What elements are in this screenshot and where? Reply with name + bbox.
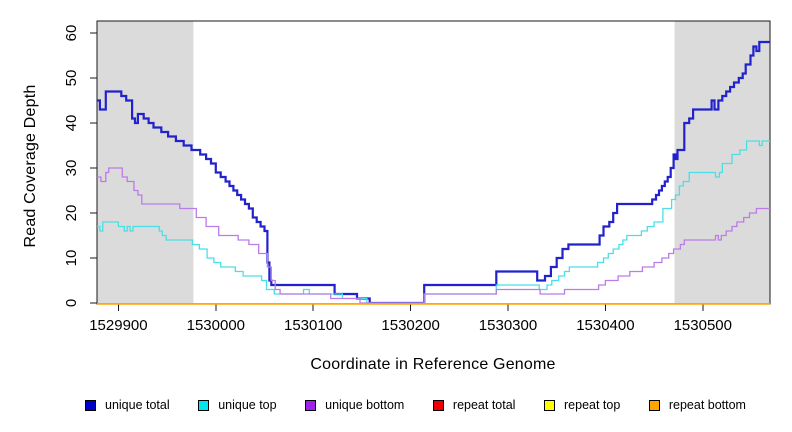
series-path-unique-bottom bbox=[97, 167, 770, 304]
x-tick-label: 1530000 bbox=[187, 317, 245, 334]
legend-swatch-unique-total bbox=[85, 399, 96, 411]
series-path-unique-total bbox=[97, 40, 770, 305]
legend-label: repeat total bbox=[452, 398, 516, 412]
legend-swatch-repeat-top bbox=[544, 399, 555, 411]
legend-swatch-unique-top bbox=[198, 399, 210, 411]
x-tick-label: 1530100 bbox=[284, 317, 342, 334]
y-tick-label: 30 bbox=[63, 160, 80, 177]
y-tick-label: 0 bbox=[63, 299, 80, 307]
legend-item-unique-total: unique total bbox=[85, 398, 170, 412]
shaded-region bbox=[674, 21, 770, 304]
legend-label: unique bottom bbox=[325, 398, 405, 412]
x-tick-label: 1530500 bbox=[674, 317, 732, 334]
legend-swatch-repeat-bottom bbox=[648, 399, 660, 411]
x-axis-title: Coordinate in Reference Genome bbox=[310, 356, 556, 373]
y-tick-label: 20 bbox=[63, 205, 80, 222]
legend-item-unique-bottom: unique bottom bbox=[305, 398, 404, 412]
legend-label: repeat bottom bbox=[668, 398, 746, 412]
legend-swatch-repeat-total bbox=[432, 399, 444, 411]
legend-label: unique top bbox=[218, 398, 277, 412]
legend-swatch-unique-bottom bbox=[305, 399, 317, 411]
legend-item-repeat-bottom: repeat bottom bbox=[648, 398, 746, 412]
y-tick-label: 10 bbox=[63, 250, 80, 267]
x-tick-label: 1530300 bbox=[479, 317, 537, 334]
x-tick-label: 1529900 bbox=[89, 317, 147, 334]
y-tick-label: 40 bbox=[63, 115, 80, 132]
x-tick-label: 1530200 bbox=[381, 317, 439, 334]
legend-item-unique-top: unique top bbox=[198, 398, 277, 412]
x-tick-label: 1530400 bbox=[576, 317, 634, 334]
y-tick-label: 50 bbox=[63, 70, 80, 87]
legend-label: repeat top bbox=[564, 398, 621, 412]
shaded-region bbox=[97, 21, 194, 304]
legend-item-repeat-top: repeat top bbox=[544, 398, 620, 412]
plot-border bbox=[96, 20, 771, 305]
legend-label: unique total bbox=[105, 398, 170, 412]
legend-item-repeat-total: repeat total bbox=[432, 398, 516, 412]
legend: unique total unique top unique bottom repea… bbox=[85, 398, 746, 412]
y-axis-title: Read Coverage Depth bbox=[22, 84, 39, 248]
y-tick-label: 60 bbox=[63, 25, 80, 42]
series-path-unique-top bbox=[97, 140, 770, 304]
